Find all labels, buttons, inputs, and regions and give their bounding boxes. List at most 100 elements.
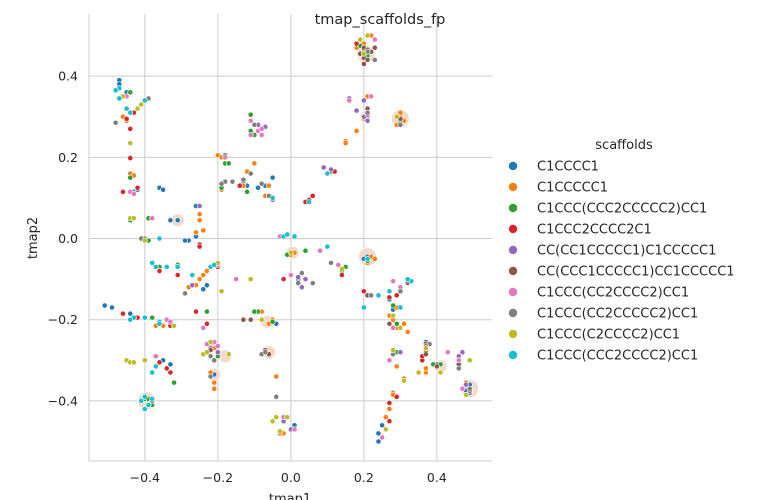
- data-point: [324, 170, 331, 177]
- data-point: [244, 188, 250, 195]
- data-point: [141, 314, 148, 321]
- data-point: [123, 105, 130, 112]
- data-point: [163, 365, 170, 372]
- data-point: [328, 166, 334, 173]
- data-point: [101, 302, 108, 309]
- data-point: [134, 184, 141, 191]
- data-point: [284, 414, 291, 421]
- data-point: [364, 255, 371, 262]
- y-axis-label: tmap2: [26, 217, 41, 259]
- data-point: [152, 363, 159, 370]
- legend-label: C1CCC2CCCC2C1: [537, 223, 652, 238]
- data-point: [149, 259, 156, 266]
- data-point: [251, 160, 258, 167]
- data-point: [371, 44, 378, 51]
- x-tick-label: 0.2: [354, 470, 374, 485]
- data-point: [423, 351, 429, 358]
- data-point: [156, 268, 163, 274]
- data-point: [455, 365, 462, 372]
- data-point: [204, 349, 210, 356]
- data-point: [382, 426, 389, 433]
- data-point: [141, 97, 148, 104]
- x-tick-label: 0.0: [281, 470, 301, 485]
- data-point: [444, 349, 451, 356]
- data-point: [120, 188, 126, 195]
- data-point: [152, 353, 159, 360]
- data-point: [247, 117, 254, 124]
- data-point: [138, 398, 145, 404]
- data-point: [404, 276, 411, 283]
- data-point: [386, 418, 393, 425]
- data-point: [182, 290, 188, 297]
- data-point: [207, 339, 214, 345]
- data-point: [207, 373, 214, 380]
- data-point: [371, 56, 378, 63]
- data-point: [463, 391, 469, 398]
- data-point: [174, 272, 181, 278]
- data-point: [273, 393, 280, 400]
- legend-marker: [508, 266, 518, 276]
- data-point: [218, 180, 225, 187]
- data-point: [346, 97, 353, 104]
- data-point: [266, 182, 272, 189]
- data-point: [145, 402, 152, 408]
- data-point: [302, 276, 309, 283]
- data-point: [306, 199, 313, 205]
- data-point: [196, 243, 203, 250]
- data-point: [127, 316, 134, 323]
- data-point: [284, 231, 291, 238]
- data-point: [236, 182, 243, 189]
- data-point: [433, 363, 440, 370]
- legend-marker: [508, 224, 518, 234]
- data-point: [258, 125, 265, 132]
- data-point: [466, 357, 473, 364]
- data-point: [371, 255, 378, 262]
- data-point: [379, 434, 386, 441]
- data-point: [160, 186, 167, 193]
- y-tick-labels: −0.4 −0.2 0.0 0.2 0.4: [48, 69, 78, 409]
- data-point: [156, 359, 163, 366]
- data-point: [149, 314, 156, 321]
- data-point: [320, 164, 327, 171]
- data-point: [174, 264, 181, 270]
- data-point: [397, 288, 404, 295]
- data-point: [211, 262, 218, 268]
- data-point: [269, 418, 276, 425]
- data-point: [287, 272, 294, 278]
- data-point: [218, 288, 225, 295]
- data-point: [335, 262, 342, 268]
- data-point: [291, 233, 298, 240]
- data-point: [386, 288, 393, 295]
- legend-marker: [508, 245, 518, 255]
- data-point: [339, 266, 345, 272]
- data-point: [393, 113, 400, 120]
- legend-marker: [508, 350, 518, 360]
- data-point: [353, 40, 360, 47]
- data-point: [459, 349, 466, 356]
- data-point: [193, 229, 199, 236]
- data-point: [298, 284, 305, 291]
- data-point: [269, 174, 276, 181]
- data-point: [127, 89, 134, 96]
- data-point: [390, 312, 396, 319]
- data-point: [386, 320, 393, 327]
- legend-marker: [508, 287, 518, 297]
- data-point: [328, 259, 334, 266]
- data-point: [112, 87, 119, 94]
- data-point: [123, 115, 130, 122]
- data-point: [204, 268, 210, 274]
- legend: scaffolds C1CCCC1 C1CCCCC1 C1CCC(CCC2CCCCC…: [508, 138, 735, 364]
- legend-label: C1CCCC1: [537, 160, 599, 175]
- data-point: [360, 288, 367, 295]
- data-point: [196, 211, 203, 218]
- data-point: [364, 109, 371, 116]
- data-point: [375, 438, 382, 445]
- legend-marker: [508, 182, 518, 192]
- grid: [89, 14, 492, 461]
- data-point: [397, 121, 404, 128]
- data-point: [247, 316, 254, 323]
- legend-title: scaffolds: [595, 138, 653, 153]
- data-point: [211, 385, 218, 392]
- data-point: [211, 357, 218, 364]
- data-point: [116, 95, 123, 102]
